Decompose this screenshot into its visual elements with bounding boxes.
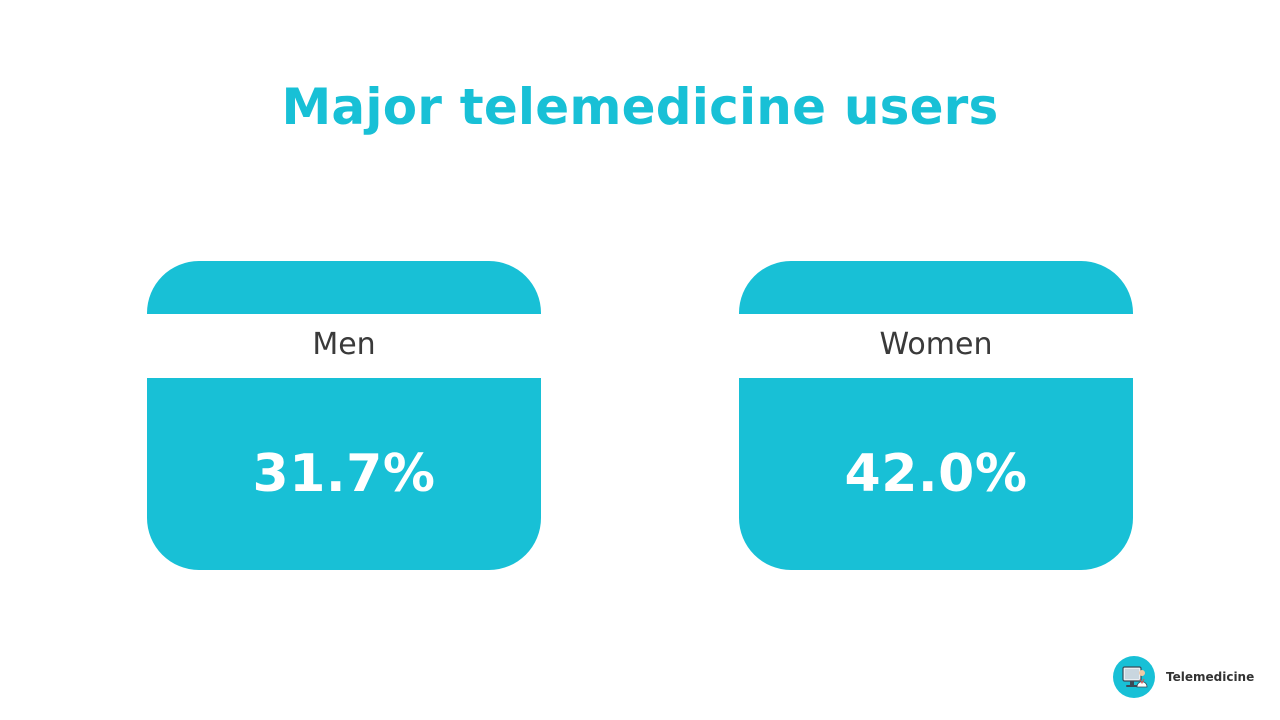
brand-footer: Telemedicine <box>1113 656 1254 698</box>
card-label-men: Men <box>147 314 541 378</box>
card-value-men: 31.7% <box>252 444 436 504</box>
stat-card-men: Men 31.7% <box>147 261 541 570</box>
card-value-women: 42.0% <box>844 444 1028 504</box>
card-value-panel: 31.7% <box>147 378 541 570</box>
card-value-panel: 42.0% <box>739 378 1133 570</box>
telemedicine-logo-icon <box>1113 656 1155 698</box>
brand-name: Telemedicine <box>1166 670 1255 684</box>
card-header-band <box>147 261 541 314</box>
stat-card-women: Women 42.0% <box>739 261 1133 570</box>
card-header-band <box>739 261 1133 314</box>
page-title: Major telemedicine users <box>281 78 999 136</box>
card-label-women: Women <box>739 314 1133 378</box>
